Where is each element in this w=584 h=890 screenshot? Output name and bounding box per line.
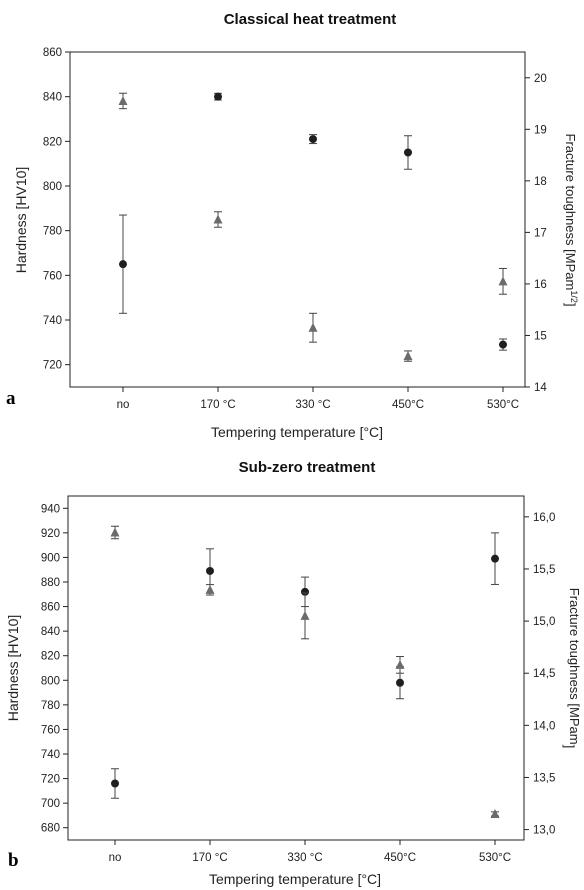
panel-a-xtick-label: 530°C [487,399,519,411]
panel-a-ytick-label: 800 [43,181,62,193]
panel-b-ytick-label: 800 [41,675,60,687]
panel-a-xtick-label: 170 °C [200,399,235,411]
panel-b-xtick-label: 330 °C [287,852,322,864]
panel-b-toughness-point [205,584,215,594]
panel-a-letter: a [6,388,16,409]
panel-b-y2tick-label: 13,0 [533,825,555,837]
panel-a-y2tick-label: 17 [534,227,547,239]
panel-b-ytick-label: 820 [41,651,60,663]
panel-b-toughness-point [490,808,500,818]
panel-b-y2tick-label: 13,5 [533,772,555,784]
panel-a-xtick-label: no [117,399,130,411]
panel-b-y2tick-label: 16,0 [533,512,555,524]
panel-b-ytick-label: 940 [41,503,60,515]
panel-b-ytick-label: 840 [41,626,60,638]
panel-b-ytick-label: 740 [41,749,60,761]
panel-b-title: Sub-zero treatment [239,459,376,476]
panel-b-ytick-label: 680 [41,823,60,835]
panel-a-y2label: Fracture toughness [MPam1/2] [563,134,579,307]
panel-a-y2tick-label: 15 [534,330,547,342]
panel-a-ylabel: Hardness [HV10] [13,167,29,274]
panel-b-y2label: Fracture toughness [MPam] [562,588,582,748]
panel-b: Sub-zero treatment Hardness [HV10] Fract… [5,459,582,887]
panel-b-plot-frame [67,495,525,841]
panel-a-ytick-label: 780 [43,226,62,238]
panel-b-hardness-point [206,566,214,575]
panel-a-y2label-sup: 1/2 [569,290,579,303]
panel-b-y2label-end: ] [562,745,577,749]
panel-a-xlabel: Tempering temperature [°C] [211,424,383,440]
panel-b-hardness-point [491,554,499,563]
panel-b-ytick-label: 760 [41,724,60,736]
panel-b-hardness-point [396,678,404,687]
panel-a-title: Classical heat treatment [224,11,397,28]
panel-b-ytick-label: 880 [41,577,60,589]
panel-a: Classical heat treatment Hardness [HV10]… [6,11,579,440]
panel-a-y2tick-label: 19 [534,124,547,136]
panel-b-y2label-main: Fracture toughness [MPam [567,588,582,745]
panel-b-marks: 680 700 720 740 760 780 800 820 840 860 880 900 920 9… [41,503,556,864]
panel-a-xtick-label: 450°C [392,399,424,411]
panel-b-ytick-label: 700 [41,798,60,810]
panel-a-y2tick-label: 16 [534,279,547,291]
panel-a-ytick-label: 840 [43,92,62,104]
panel-a-ytick-label: 860 [43,47,62,59]
panel-a-ytick-label: 760 [43,270,62,282]
panel-a-ytick-label: 740 [43,315,62,327]
panel-a-y2label-end: ] [563,303,578,307]
panel-b-letter: b [8,850,19,871]
panel-b-xlabel: Tempering temperature [°C] [209,871,381,887]
panel-b-toughness-point [300,610,310,620]
panel-b-ytick-label: 720 [41,774,60,786]
panel-b-ytick-label: 860 [41,602,60,614]
panel-b-y2tick-label: 14,0 [533,720,555,732]
panel-a-y2tick-label: 20 [534,73,547,85]
panel-b-xtick-label: 450°C [384,852,416,864]
panel-a-hardness-point [404,148,412,157]
panel-b-toughness-point [110,527,120,537]
panel-b-hardness-point [301,587,309,596]
panel-a-hardness-point [214,92,222,101]
panel-b-ytick-label: 780 [41,700,60,712]
panel-a-ytick-label: 820 [43,136,62,148]
panel-b-ylabel: Hardness [HV10] [5,615,21,722]
panel-b-ytick-label: 900 [41,552,60,564]
panel-a-xtick-label: 330 °C [295,399,330,411]
panel-b-xtick-label: 170 °C [192,852,227,864]
panel-a-toughness-point [118,95,128,105]
panel-b-y2tick-label: 14,5 [533,668,555,680]
panel-b-ytick-label: 920 [41,528,60,540]
panel-a-plot-frame [69,51,526,388]
panel-a-ytick-label: 720 [43,360,62,372]
panel-a-y2tick-label: 18 [534,176,547,188]
panel-b-y2tick-label: 15,0 [533,616,555,628]
panel-a-toughness-point [213,214,223,224]
panel-a-hardness-point [499,340,507,349]
panel-b-y2tick-label: 15,5 [533,564,555,576]
panel-b-toughness-point [395,659,405,669]
panel-a-hardness-point [309,135,317,144]
panel-b-xtick-label: no [109,852,122,864]
panel-a-y2tick-label: 14 [534,382,547,394]
panel-a-y2label-main: Fracture toughness [MPam [563,134,578,291]
panel-a-toughness-point [498,276,508,286]
panel-b-hardness-point [111,779,119,788]
panel-a-marks: 720 740 760 780 800 820 840 860 14 15 16 17 18 19 20 no… [43,47,548,411]
panel-a-toughness-point [403,351,413,361]
panel-a-toughness-point [308,322,318,332]
panel-a-hardness-point [119,260,127,269]
panel-b-xtick-label: 530°C [479,852,511,864]
